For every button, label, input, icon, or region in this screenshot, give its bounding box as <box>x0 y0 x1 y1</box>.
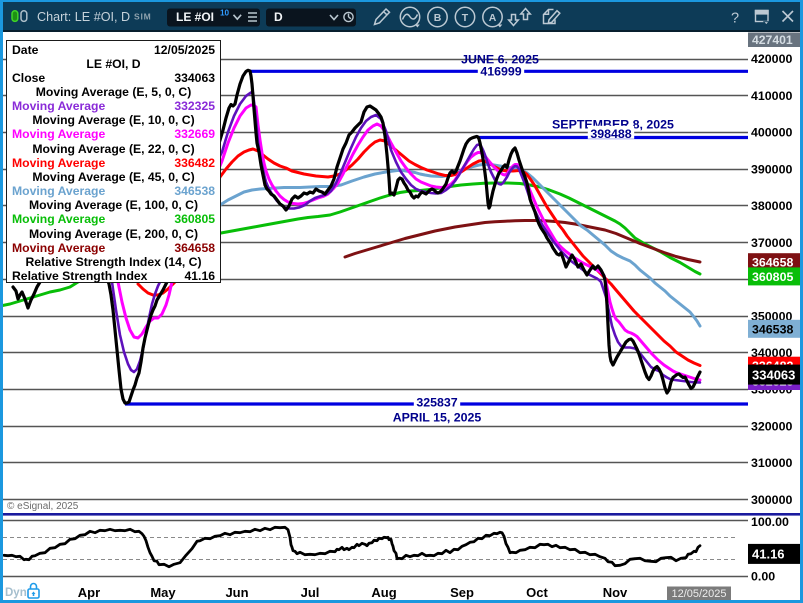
svg-text:LE #OI: LE #OI <box>176 10 214 24</box>
svg-text:Aug: Aug <box>371 585 396 600</box>
svg-text:370000: 370000 <box>751 236 792 250</box>
svg-text:10: 10 <box>220 9 230 18</box>
svg-text:390000: 390000 <box>751 162 792 176</box>
svg-text:400000: 400000 <box>751 126 792 140</box>
svg-text:100.00: 100.00 <box>751 515 789 529</box>
svg-text:0.00: 0.00 <box>751 570 775 584</box>
svg-text:SEPTEMBER 8, 2025: SEPTEMBER 8, 2025 <box>552 118 674 132</box>
svg-text:May: May <box>150 585 176 600</box>
svg-text:B: B <box>434 12 442 24</box>
svg-text:300000: 300000 <box>751 493 792 507</box>
svg-text:Jul: Jul <box>301 585 320 600</box>
svg-text:Dyn: Dyn <box>5 587 27 599</box>
svg-text:Sep: Sep <box>450 585 474 600</box>
svg-text:340000: 340000 <box>751 346 792 360</box>
svg-text:APRIL 15, 2025: APRIL 15, 2025 <box>393 411 482 425</box>
svg-text:410000: 410000 <box>751 89 792 103</box>
svg-text:364658: 364658 <box>752 256 793 270</box>
svg-text:398488: 398488 <box>590 127 631 141</box>
svg-text:Oct: Oct <box>526 585 548 600</box>
svg-text:380000: 380000 <box>751 199 792 213</box>
svg-text:Chart: LE #OI, D: Chart: LE #OI, D <box>37 10 130 24</box>
svg-text:12/05/2025: 12/05/2025 <box>671 588 726 600</box>
svg-text:325837: 325837 <box>416 396 457 410</box>
svg-text:© eSignal, 2025: © eSignal, 2025 <box>7 501 79 512</box>
svg-text:416999: 416999 <box>480 65 521 79</box>
svg-text:?: ? <box>731 11 739 27</box>
svg-text:Jun: Jun <box>225 585 248 600</box>
svg-text:T: T <box>462 12 469 24</box>
svg-text:320000: 320000 <box>751 419 792 433</box>
svg-text:SIM: SIM <box>134 12 152 22</box>
svg-text:334063: 334063 <box>752 367 795 382</box>
svg-text:427401: 427401 <box>752 33 793 47</box>
svg-text:Nov: Nov <box>603 585 628 600</box>
svg-text:346538: 346538 <box>752 322 793 336</box>
svg-text:41.16: 41.16 <box>752 547 785 562</box>
svg-text:360805: 360805 <box>752 270 793 284</box>
svg-text:A: A <box>489 12 497 24</box>
svg-text:D: D <box>274 10 283 24</box>
svg-text:JUNE 6, 2025: JUNE 6, 2025 <box>461 53 539 67</box>
svg-text:420000: 420000 <box>751 52 792 66</box>
svg-text:310000: 310000 <box>751 456 792 470</box>
svg-text:Apr: Apr <box>78 585 100 600</box>
